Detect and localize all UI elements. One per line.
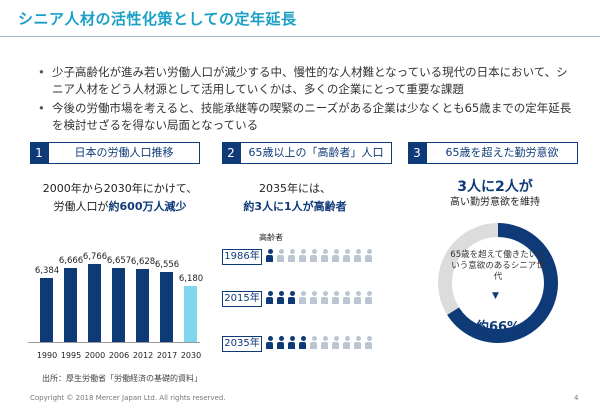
labor-population-chart: 6,384 1990 6,666 1995 6,766 2000 6,657 2006 6,62… xyxy=(28,248,203,368)
person-icon xyxy=(331,291,340,304)
section1-emphasis: 約600万人減少 xyxy=(108,200,187,213)
section-label: 65歳を超えた勤労意欲 xyxy=(426,142,578,164)
page-number: 4 xyxy=(574,394,579,402)
people-row-2015 xyxy=(265,291,373,304)
section1-line2-prefix: 労働人口が xyxy=(53,200,109,213)
section3-subtitle: 高い勤労意欲を維持 xyxy=(450,197,540,208)
bar-1995 xyxy=(64,267,77,342)
x-tick-label: 2012 xyxy=(132,351,154,360)
person-icon xyxy=(309,336,318,349)
person-icon xyxy=(265,336,274,349)
bar-value-label: 6,556 xyxy=(154,259,180,270)
section-number: 3 xyxy=(408,142,426,164)
bar-value-label: 6,766 xyxy=(82,252,108,262)
person-icon xyxy=(298,336,307,349)
section-label: 65歳以上の「高齢者」人口 xyxy=(240,142,392,164)
person-icon xyxy=(353,336,362,349)
section-number: 1 xyxy=(30,142,48,164)
down-arrow-icon: ▼ xyxy=(492,291,499,301)
person-icon xyxy=(320,336,329,349)
bar-value-label: 6,666 xyxy=(58,255,84,266)
section-header-2: 2 65歳以上の「高齢者」人口 xyxy=(222,142,392,164)
person-icon xyxy=(342,291,351,304)
section1-line1: 2000年から2030年にかけて、 xyxy=(42,182,198,195)
donut-percent: 約66% xyxy=(475,320,521,335)
person-icon xyxy=(320,291,329,304)
section-header-1: 1 日本の労働人口推移 xyxy=(30,142,200,164)
person-icon xyxy=(276,291,285,304)
person-icon xyxy=(364,336,373,349)
person-icon xyxy=(320,249,329,262)
bar-value-label: 6,384 xyxy=(34,266,60,277)
donut-arc xyxy=(438,223,558,343)
person-icon xyxy=(353,249,362,262)
section-header-3: 3 65歳を超えた勤労意欲 xyxy=(408,142,578,164)
bar-2006 xyxy=(112,268,125,342)
person-icon xyxy=(298,249,307,262)
person-icon xyxy=(298,291,307,304)
bar-2012 xyxy=(136,269,149,342)
year-label: 1986年 xyxy=(222,249,262,265)
section2-caption: 2035年には、 約3人に1人が高齢者 xyxy=(220,180,370,216)
x-tick-label: 2006 xyxy=(108,351,130,360)
bar-value-label: 6,657 xyxy=(106,256,132,267)
page-title: シニア人材の活性化策としての定年延長 xyxy=(18,10,297,28)
senior-legend: 高齢者 xyxy=(259,233,283,242)
bar-2030 xyxy=(184,285,197,342)
title-divider xyxy=(0,36,600,37)
copyright-footer: Copyright © 2018 Mercer Japan Ltd. All r… xyxy=(30,394,226,402)
bar-value-label: 6,628 xyxy=(130,257,156,268)
person-icon xyxy=(342,336,351,349)
bullet-list: 少子高齢化が進み若い労働人口が減少する中、慢性的な人材難となっている現代の日本に… xyxy=(38,64,578,136)
section2-emphasis: 約3人に1人が高齢者 xyxy=(243,200,347,213)
donut-description: 65歳を超えて働きたいという意欲のあるシニア世代 xyxy=(450,250,546,282)
person-icon xyxy=(309,249,318,262)
x-tick-label: 2017 xyxy=(156,351,178,360)
person-icon xyxy=(364,249,373,262)
motivation-donut-chart xyxy=(438,223,558,343)
year-label: 2015年 xyxy=(222,291,262,307)
person-icon xyxy=(353,291,362,304)
section-number: 2 xyxy=(222,142,240,164)
x-tick-label: 2000 xyxy=(84,351,106,360)
x-tick-label: 2030 xyxy=(180,351,202,360)
person-icon xyxy=(331,336,340,349)
person-icon xyxy=(276,249,285,262)
person-icon xyxy=(276,336,285,349)
bullet-item: 今後の労働市場を考えると、技能承継等の喫緊のニーズがある企業は少なくとも65歳ま… xyxy=(38,100,578,133)
x-axis xyxy=(28,342,200,343)
person-icon xyxy=(287,249,296,262)
chart-source: 出所：厚生労働省「労働経済の基礎的資料」 xyxy=(42,374,202,383)
person-icon xyxy=(287,336,296,349)
bar-value-label: 6,180 xyxy=(178,273,204,284)
people-row-1986 xyxy=(265,249,373,262)
section-label: 日本の労働人口推移 xyxy=(48,142,200,164)
bar-1990 xyxy=(40,278,53,342)
bar-2000 xyxy=(88,264,101,342)
section1-caption: 2000年から2030年にかけて、 労働人口が約600万人減少 xyxy=(40,180,200,216)
bullet-item: 少子高齢化が進み若い労働人口が減少する中、慢性的な人材難となっている現代の日本に… xyxy=(38,64,578,97)
section2-line1: 2035年には、 xyxy=(259,182,331,195)
person-icon xyxy=(287,291,296,304)
bar-2017 xyxy=(160,271,173,342)
x-tick-label: 1990 xyxy=(36,351,58,360)
section1-line2: 労働人口が約600万人減少 xyxy=(40,198,200,216)
person-icon xyxy=(309,291,318,304)
person-icon xyxy=(265,249,274,262)
people-row-2035 xyxy=(265,336,373,349)
x-tick-label: 1995 xyxy=(60,351,82,360)
person-icon xyxy=(342,249,351,262)
person-icon xyxy=(331,249,340,262)
person-icon xyxy=(364,291,373,304)
person-icon xyxy=(265,291,274,304)
section3-headline: 3人に2人が xyxy=(457,179,533,195)
year-label: 2035年 xyxy=(222,336,262,352)
